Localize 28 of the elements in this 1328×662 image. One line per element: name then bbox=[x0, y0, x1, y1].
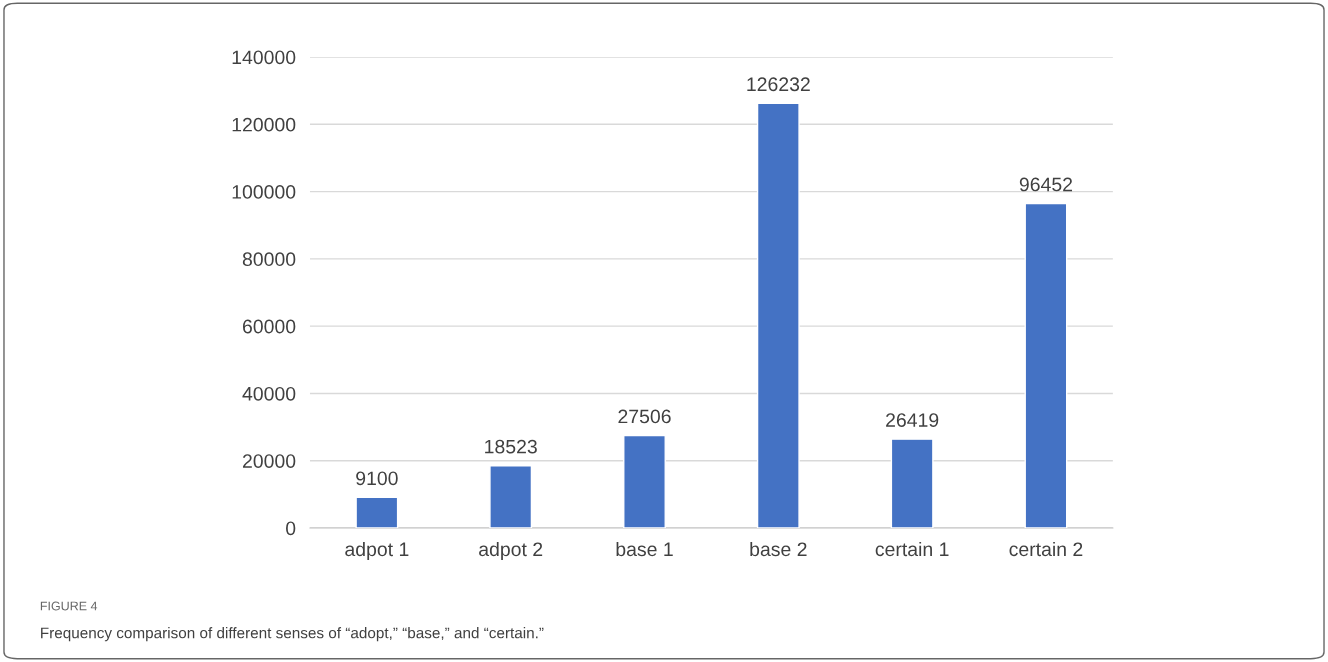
y-tick-label: 100000 bbox=[232, 185, 296, 199]
data-label: 126232 bbox=[747, 77, 810, 92]
x-tick-label: certain 2 bbox=[1009, 541, 1083, 557]
data-label: 18523 bbox=[485, 439, 537, 454]
data-label: 27506 bbox=[618, 409, 671, 424]
bar bbox=[756, 102, 800, 529]
y-tick-label: 60000 bbox=[242, 319, 296, 334]
y-tick-label: 40000 bbox=[242, 386, 296, 401]
x-tick-label: base 2 bbox=[750, 541, 807, 557]
y-tick-label: 20000 bbox=[242, 454, 296, 468]
caption: FIGURE 4 bbox=[40, 601, 98, 611]
y-tick-label: 120000 bbox=[232, 117, 296, 132]
y-tick-label: 80000 bbox=[242, 252, 296, 267]
text: Frequency comparison of different senses of “adopt,” “base,” and “certain.” bbox=[41, 627, 544, 642]
x-tick-label: adpot 1 bbox=[345, 541, 409, 561]
x-tick-label: adpot 2 bbox=[479, 541, 543, 561]
y-tick-label: 140000 bbox=[232, 50, 296, 65]
x-tick-label: certain 1 bbox=[875, 541, 949, 557]
bar bbox=[623, 434, 666, 529]
bar bbox=[890, 438, 934, 529]
y-tick-label: 0 bbox=[286, 521, 296, 536]
data-label: 26419 bbox=[886, 413, 939, 427]
bar bbox=[1024, 202, 1068, 529]
data-label: 96452 bbox=[1019, 177, 1073, 192]
bar bbox=[489, 464, 533, 529]
bar bbox=[355, 496, 399, 529]
x-tick-label: base 1 bbox=[616, 541, 673, 557]
data-label: 9100 bbox=[356, 471, 398, 486]
